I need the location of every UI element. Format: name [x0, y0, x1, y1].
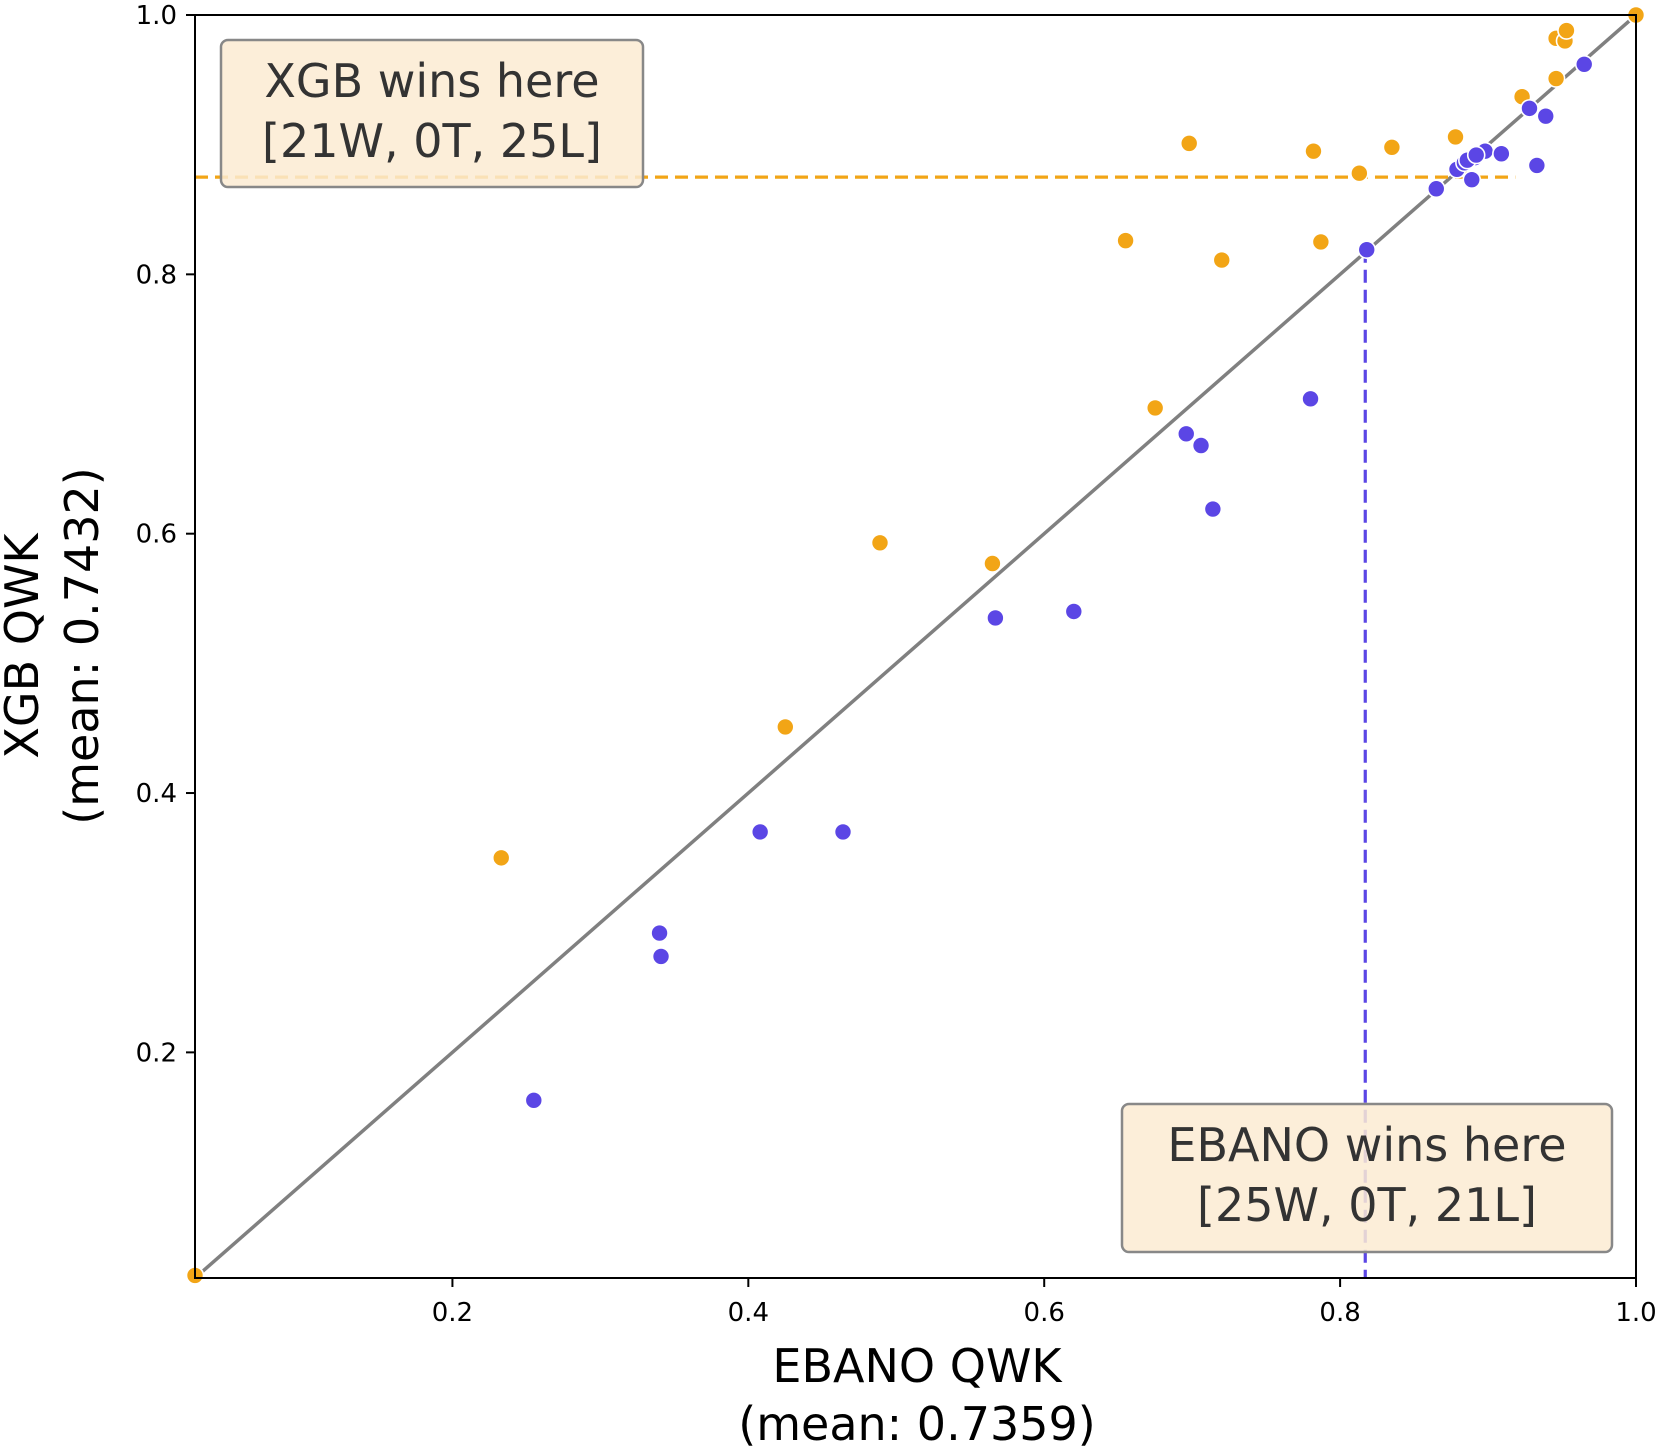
- ebano-point-18: [1492, 144, 1511, 164]
- ebano-point-19: [1520, 99, 1539, 118]
- ebano-point-22: [1574, 54, 1594, 74]
- y-axis-title: XGB QWK: [0, 532, 49, 759]
- xgb-point-4: [983, 554, 1002, 573]
- x-tick-label: 0.6: [1024, 1298, 1065, 1328]
- ebano-point-15: [1462, 170, 1482, 189]
- ebano-point-8: [1191, 436, 1211, 455]
- x-tick-label: 0.8: [1319, 1298, 1360, 1328]
- ebano-wins-line2: [25W, 0T, 21L]: [1197, 1178, 1537, 1232]
- ebano-point-2: [651, 947, 671, 966]
- ebano-point-9: [1203, 499, 1223, 519]
- ebano-point-4: [833, 822, 853, 842]
- xgb-point-6: [1145, 398, 1165, 418]
- y-axis-ticks: 0.2 0.4 0.6 0.8 1.0: [136, 1, 195, 1068]
- xgb-point-16: [1546, 69, 1566, 88]
- ebano-point-0: [524, 1091, 544, 1110]
- plot-frame: [194, 14, 1637, 1279]
- ebano-point-24: [1466, 145, 1486, 165]
- xgb-point-3: [870, 533, 890, 553]
- xgb-wins-box: XGB wins here [21W, 0T, 25L]: [219, 38, 645, 189]
- ebano-wins-line1: EBANO wins here: [1167, 1118, 1566, 1172]
- y-axis-mean: (mean: 0.7432): [55, 467, 109, 824]
- y-tick-label: 1.0: [136, 1, 177, 31]
- reference-lines: [195, 15, 1636, 1278]
- ebano-point-3: [750, 822, 770, 842]
- xgb-point-8: [1212, 250, 1232, 270]
- xgb-wins-line1: XGB wins here: [264, 54, 599, 108]
- x-axis-ticks: 0.2 0.4 0.6 0.8 1.0: [432, 1278, 1657, 1328]
- data-points: [185, 5, 1646, 1285]
- xgb-point-12: [1382, 137, 1402, 157]
- ebano-point-6: [1064, 602, 1084, 621]
- ebano-point-1: [650, 923, 669, 943]
- xgb-wins-line2: [21W, 0T, 25L]: [262, 114, 602, 168]
- y-tick-label: 0.2: [136, 1038, 177, 1068]
- x-axis-title: EBANO QWK: [772, 1339, 1063, 1393]
- ebano-point-5: [986, 608, 1005, 628]
- xgb-point-11: [1350, 163, 1369, 183]
- ebano-point-21: [1536, 106, 1556, 126]
- x-tick-label: 0.4: [728, 1298, 769, 1328]
- y-tick-label: 0.8: [136, 260, 177, 290]
- xgb-point-9: [1304, 141, 1323, 161]
- annotation-boxes: XGB wins here [21W, 0T, 25L] EBANO wins …: [219, 38, 1614, 1254]
- xgb-point-13: [1446, 127, 1465, 147]
- x-tick-label: 0.2: [432, 1298, 473, 1328]
- y-tick-label: 0.6: [136, 520, 177, 550]
- xgb-point-7: [1179, 134, 1199, 153]
- x-axis-mean: (mean: 0.7359): [738, 1397, 1095, 1451]
- ebano-point-12: [1426, 179, 1446, 199]
- xgb-point-19: [1557, 21, 1576, 40]
- x-tick-label: 1.0: [1615, 1298, 1656, 1328]
- diagonal-line: [195, 15, 1636, 1278]
- ebano-wins-box: EBANO wins here [25W, 0T, 21L]: [1120, 1102, 1614, 1254]
- ebano-point-7: [1176, 424, 1196, 444]
- xgb-point-1: [491, 848, 511, 868]
- ebano-point-11: [1357, 240, 1377, 260]
- y-tick-label: 0.4: [136, 779, 177, 809]
- xgb-point-5: [1116, 231, 1135, 250]
- ebano-point-20: [1527, 156, 1547, 175]
- xgb-point-2: [776, 717, 795, 737]
- xgb-point-10: [1311, 232, 1331, 252]
- ebano-point-10: [1301, 389, 1320, 409]
